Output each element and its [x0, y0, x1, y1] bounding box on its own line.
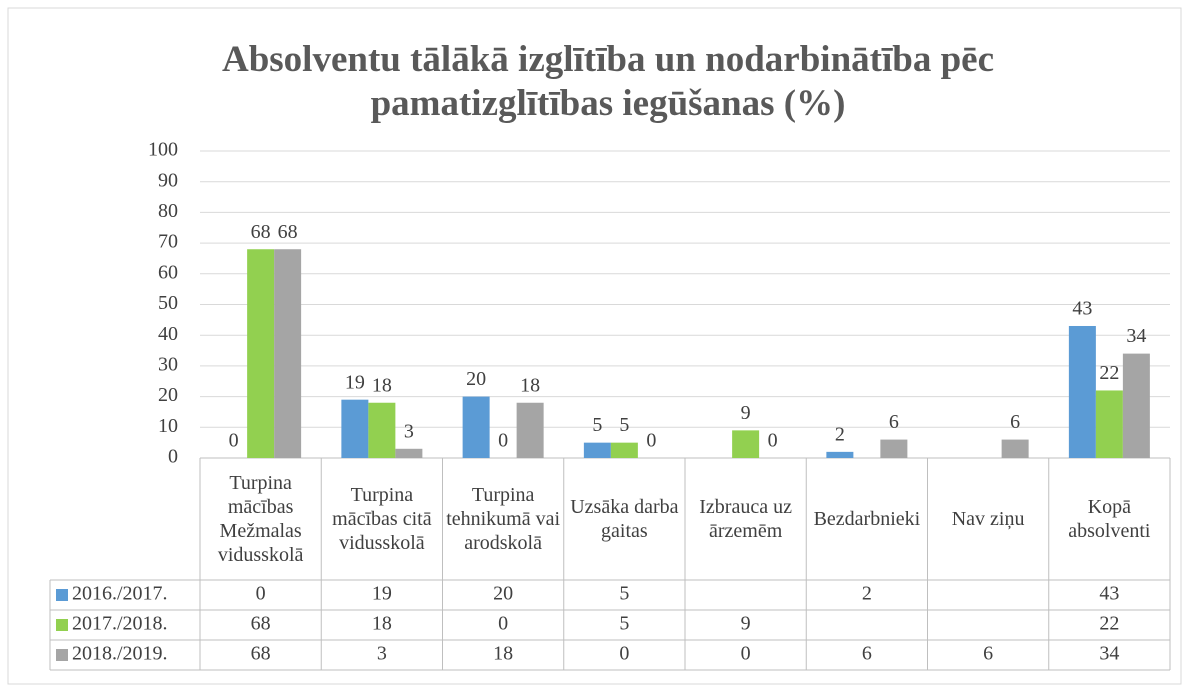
category-label: Turpina tehnikumā vai arodskolā	[446, 484, 561, 554]
bar	[395, 448, 423, 458]
y-tick-label: 20	[158, 384, 178, 406]
bar	[462, 396, 490, 458]
value-label: 6	[889, 411, 899, 433]
value-label: 18	[372, 374, 392, 396]
category-label: Nav ziņu	[951, 508, 1025, 530]
value-label: 0	[768, 430, 778, 452]
y-tick-label: 70	[158, 231, 178, 253]
bar	[826, 451, 854, 458]
y-tick-label: 30	[158, 353, 178, 375]
value-label: 68	[251, 221, 271, 243]
value-label: 19	[345, 371, 365, 393]
table-value: 2	[862, 583, 872, 605]
table-value: 5	[619, 613, 629, 635]
legend-swatch	[56, 649, 68, 661]
value-label: 22	[1099, 362, 1119, 384]
legend-label: 2017./2018.	[72, 613, 168, 635]
value-label: 0	[229, 430, 239, 452]
bar	[1068, 325, 1096, 458]
y-tick-label: 100	[148, 139, 178, 161]
table-value: 9	[741, 613, 751, 635]
value-label: 68	[278, 221, 298, 243]
y-tick-label: 40	[158, 323, 178, 345]
table-value: 20	[493, 583, 513, 605]
legend-swatch	[56, 589, 68, 601]
y-tick-label: 80	[158, 200, 178, 222]
table-value: 19	[372, 583, 392, 605]
legend-label: 2018./2019.	[72, 643, 168, 665]
table-value: 0	[619, 643, 629, 665]
bar	[274, 249, 302, 458]
y-tick-label: 60	[158, 261, 178, 283]
bar	[1001, 439, 1029, 458]
value-label: 5	[619, 414, 629, 436]
bar	[583, 442, 611, 458]
y-tick-label: 50	[158, 292, 178, 314]
table-value: 22	[1099, 613, 1119, 635]
category-label: Izbrauca uz ārzemēm	[699, 496, 792, 542]
legend-swatch	[56, 619, 68, 631]
y-tick-label: 0	[168, 446, 178, 468]
y-tick-label: 90	[158, 169, 178, 191]
table-value: 68	[251, 643, 271, 665]
bar	[610, 442, 638, 458]
value-label: 6	[1010, 411, 1020, 433]
bar	[516, 402, 544, 458]
table-value: 18	[493, 643, 513, 665]
chart-title: Absolventu tālākā izglītība un nodarbinā…	[221, 39, 994, 124]
category-label: Turpina mācības citā vidusskolā	[332, 484, 432, 554]
table-value: 34	[1099, 643, 1119, 665]
bar	[247, 249, 275, 458]
value-label: 3	[404, 420, 414, 442]
category-label: Turpina mācības Mežmalas vidusskolā	[217, 472, 304, 566]
value-label: 9	[741, 402, 751, 424]
value-label: 18	[520, 374, 540, 396]
category-label: Kopā absolventi	[1068, 496, 1151, 542]
table-value: 68	[251, 613, 271, 635]
legend-label: 2016./2017.	[72, 583, 168, 605]
y-tick-label: 10	[158, 415, 178, 437]
category-label: Bezdarbnieki	[813, 508, 921, 530]
table-value: 43	[1099, 583, 1119, 605]
value-label: 34	[1126, 325, 1146, 347]
value-label: 5	[592, 414, 602, 436]
table-value: 6	[983, 643, 993, 665]
bar	[341, 399, 369, 458]
value-label: 43	[1072, 298, 1092, 320]
table-value: 5	[619, 583, 629, 605]
bar	[368, 402, 396, 458]
value-label: 20	[466, 368, 486, 390]
table-value: 18	[372, 613, 392, 635]
value-label: 0	[646, 430, 656, 452]
table-value: 3	[377, 643, 387, 665]
bar	[732, 430, 760, 458]
category-label: Uzsāka darba gaitas	[570, 496, 679, 542]
value-label: 2	[835, 423, 845, 445]
chart-border	[7, 7, 1182, 685]
bar	[1095, 390, 1123, 458]
table-value: 6	[862, 643, 872, 665]
table-value: 0	[256, 583, 266, 605]
bar	[880, 439, 908, 458]
table-value: 0	[741, 643, 751, 665]
value-label: 0	[498, 430, 508, 452]
table-value: 0	[498, 613, 508, 635]
bar	[1122, 353, 1150, 458]
